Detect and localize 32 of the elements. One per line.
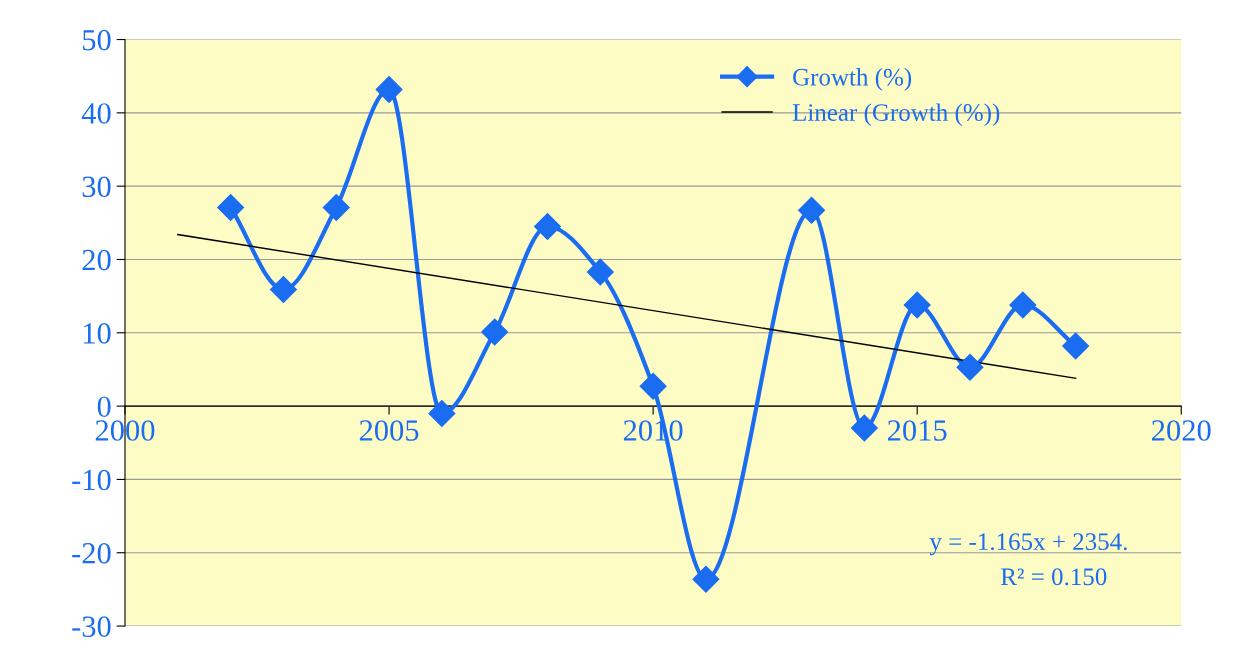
point	[534, 213, 561, 240]
y-tick-label: -20	[72, 543, 111, 564]
y-tick-label: 20	[82, 249, 111, 271]
point	[692, 565, 720, 593]
point	[428, 399, 456, 427]
point	[375, 75, 403, 103]
x-tick-label: 2015	[887, 420, 947, 441]
point	[269, 276, 297, 304]
x-tick-label: 2020	[1152, 420, 1211, 441]
y-tick-label: -10	[72, 469, 111, 491]
point	[1009, 291, 1037, 319]
legend-label: Linear (Growth (%))	[792, 103, 1000, 127]
point	[639, 372, 667, 400]
point	[850, 414, 878, 442]
y-tick-label: 0	[97, 396, 111, 418]
annotation: R² = 0.150	[1001, 568, 1107, 586]
y-tick-label: 30	[82, 176, 111, 198]
point	[903, 291, 931, 319]
point	[481, 318, 509, 346]
point	[798, 196, 826, 224]
point	[322, 193, 350, 221]
point	[956, 353, 984, 381]
point	[217, 193, 245, 221]
y-tick-label: 10	[83, 323, 111, 344]
legend-label: Growth (%)	[793, 68, 912, 91]
point	[586, 258, 614, 286]
annotation: y = -1.165x + 2354.	[929, 533, 1127, 556]
x-tick-label: 2005	[359, 420, 419, 441]
y-tick-label: 40	[81, 103, 111, 124]
y-tick-label: -30	[72, 616, 111, 637]
y-tick-label: 50	[83, 29, 111, 51]
point	[1062, 332, 1090, 360]
